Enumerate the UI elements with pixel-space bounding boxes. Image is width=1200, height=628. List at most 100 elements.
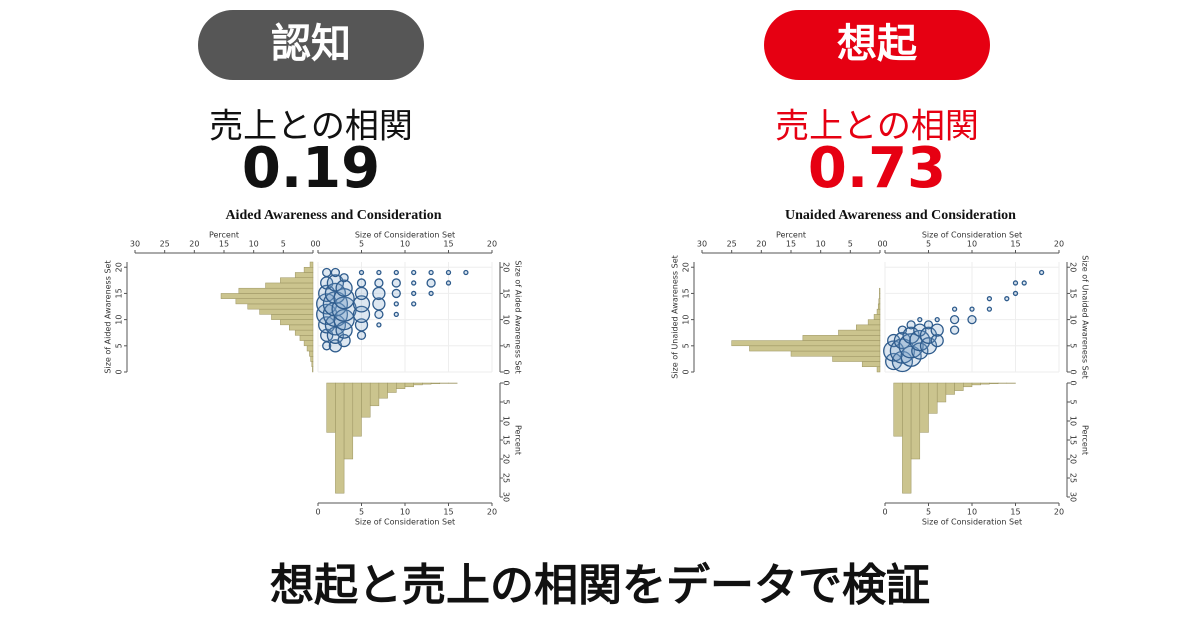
bubble: [1012, 290, 1019, 297]
x-tick-label: 10: [400, 508, 410, 517]
x-axis-title: Size of Consideration Set: [355, 231, 455, 240]
x-tick-label: 0: [310, 240, 315, 249]
y-tick-label: 15: [682, 288, 691, 298]
bubble: [372, 297, 386, 311]
x-tick-label: 0: [882, 240, 887, 249]
bubble: [374, 309, 384, 320]
x-tick-label: 0: [315, 508, 320, 517]
bubble: [339, 273, 349, 283]
bubble: [352, 295, 371, 313]
bubble: [374, 278, 384, 288]
histogram-bar: [378, 382, 388, 399]
bubble: [333, 308, 355, 331]
bubble: [919, 326, 938, 344]
bubble: [986, 296, 993, 302]
bubble: [930, 333, 944, 348]
x-tick-label: 15: [1010, 508, 1020, 517]
bubble: [330, 267, 341, 278]
histogram-bar: [867, 319, 881, 326]
histogram-bar: [878, 298, 881, 305]
bubble: [428, 269, 434, 276]
bubble: [356, 278, 367, 288]
y-tick-label: 20: [1069, 454, 1078, 464]
bubble: [372, 286, 386, 301]
bubble: [1038, 269, 1045, 276]
y-tick-label: 25: [502, 473, 511, 483]
y-axis-title: Size of Aided Awareness Set: [514, 260, 523, 373]
x-tick-label: 10: [400, 240, 410, 249]
histogram-bar: [235, 298, 314, 305]
y-tick-label: 5: [115, 343, 124, 348]
pill: [198, 10, 424, 80]
x-tick-label: 5: [926, 240, 931, 249]
x-tick-label: 5: [926, 508, 931, 517]
y-axis-title: Percent: [1081, 425, 1090, 455]
histogram-bar: [343, 382, 354, 460]
y-tick-label: 20: [1069, 262, 1078, 272]
bubble: [930, 323, 944, 337]
histogram-bar: [749, 345, 881, 352]
bubble: [326, 274, 345, 292]
histogram-bar: [879, 293, 881, 299]
bubble: [335, 279, 353, 297]
x-axis-title: Percent: [209, 231, 239, 240]
histogram-bar: [802, 335, 881, 341]
bubble: [322, 267, 332, 278]
y-tick-label: 0: [115, 369, 124, 374]
histogram-bar: [910, 382, 921, 460]
bubble: [426, 278, 436, 288]
x-tick-label: 10: [967, 508, 977, 517]
histogram-bar: [877, 303, 881, 310]
y-tick-label: 20: [115, 262, 124, 272]
x-tick-label: 15: [443, 508, 453, 517]
x-tick-label: 15: [443, 240, 453, 249]
x-axis-title: Percent: [776, 231, 806, 240]
x-tick-label: 30: [697, 240, 707, 249]
histogram-bar: [971, 382, 981, 386]
bubble: [934, 316, 940, 323]
y-tick-label: 5: [1069, 399, 1078, 404]
x-tick-label: 20: [189, 240, 199, 249]
histogram-bar: [294, 329, 314, 336]
histogram-bar: [361, 382, 371, 418]
x-axis-title: Size of Consideration Set: [355, 518, 455, 527]
histogram-bar: [309, 350, 314, 357]
x-tick-label: 20: [487, 240, 497, 249]
histogram-bar: [963, 382, 973, 388]
x-tick-label: 5: [281, 240, 286, 249]
histogram-bar: [312, 366, 314, 373]
correlation: 0.73: [808, 136, 946, 201]
y-tick-label: 0: [502, 380, 511, 385]
histogram-bar: [954, 382, 964, 391]
bubble: [393, 301, 399, 307]
y-tick-label: 10: [115, 315, 124, 325]
histogram-bar: [861, 361, 881, 368]
histogram-bar: [311, 361, 314, 368]
histogram-bar: [280, 319, 314, 326]
bubble: [376, 322, 382, 328]
bubble: [463, 269, 469, 276]
chart-title: Aided Awareness and Consideration: [225, 208, 441, 223]
pill: [764, 10, 990, 80]
y-tick-label: 30: [502, 492, 511, 502]
y-tick-label: 5: [502, 399, 511, 404]
histogram-bar: [247, 303, 314, 310]
histogram-bar: [879, 287, 881, 294]
bubble: [1004, 296, 1010, 302]
x-tick-label: 5: [359, 508, 364, 517]
histogram-bar: [945, 382, 955, 395]
histogram-bar: [422, 382, 432, 385]
histogram-bar: [876, 308, 881, 315]
bubble: [917, 316, 923, 323]
histogram-bar: [404, 382, 414, 388]
x-tick-label: 25: [727, 240, 737, 249]
y-axis-title: Percent: [514, 425, 523, 455]
bubble: [951, 306, 958, 312]
histogram-bar: [387, 382, 397, 393]
bubble: [376, 269, 382, 276]
histogram-bar: [259, 308, 314, 315]
y-tick-label: 30: [1069, 492, 1078, 502]
histogram-bar: [838, 329, 881, 336]
